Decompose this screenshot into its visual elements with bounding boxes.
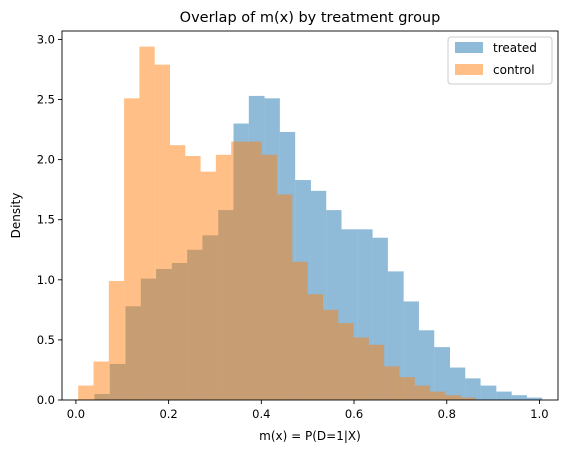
y-axis-label: Density [9,193,23,239]
y-tick-label: 1.5 [37,213,55,227]
bar-control-21 [399,377,415,400]
bar-control-25 [460,397,476,400]
bar-control-22 [414,385,431,400]
x-tick-label: 0.6 [345,407,363,421]
x-tick-label: 0.4 [252,407,270,421]
y-tick-label: 2.5 [37,93,55,107]
bar-control-8 [200,171,216,400]
bar-control-23 [430,391,446,400]
bar-control-3 [124,98,140,400]
bar-control-5 [154,64,171,401]
y-tick-label: 1.0 [37,273,55,287]
x-tick-label: 0.8 [438,407,456,421]
legend-label-treated: treated [493,41,537,55]
bar-control-20 [384,366,400,400]
legend: treated control [447,36,553,85]
bar-control-0 [78,385,94,400]
x-tick-label: 0.2 [159,407,177,421]
bar-control-24 [445,395,461,400]
bar-control-15 [307,294,323,400]
bar-control-13 [277,194,293,400]
bar-control-2 [108,281,125,400]
bar-treated-25 [480,385,497,400]
y-tick-label: 0.5 [37,333,55,347]
y-tick-label: 3.0 [37,32,55,46]
x-axis-label: m(x) = P(D=1|X) [259,429,361,443]
bar-control-11 [246,141,262,400]
bar-treated-21 [418,330,435,400]
legend-label-control: control [493,63,535,77]
bar-control-9 [215,154,232,400]
legend-swatch-control [455,64,483,75]
plot-frame [61,30,559,401]
bar-treated-28 [526,397,543,400]
bar-treated-26 [496,391,512,400]
bar-control-4 [139,46,155,400]
bar-control-10 [231,141,247,400]
bar-treated-22 [434,347,450,400]
bar-control-14 [292,261,308,400]
y-tick-label: 2.0 [37,153,55,167]
x-tick-label: 0.0 [67,407,85,421]
bar-control-12 [261,154,278,400]
bar-control-18 [353,337,369,400]
legend-swatch-treated [455,42,483,53]
bar-control-17 [338,323,354,400]
bar-treated-27 [511,395,527,400]
bar-control-16 [322,309,339,400]
x-axis-ticks: 0.0 0.2 0.4 0.6 0.8 1.0 [67,400,549,421]
x-tick-label: 1.0 [530,407,548,421]
bar-control-6 [170,145,186,400]
chart-title: Overlap of m(x) by treatment group [180,10,441,26]
bar-control-1 [93,361,109,400]
y-axis-ticks: 0.0 0.5 1.0 1.5 2.0 2.5 3.0 [37,32,62,407]
bars-layer [78,46,543,401]
bar-treated-20 [403,301,419,400]
bar-treated-23 [449,367,466,400]
bar-treated-24 [465,378,481,400]
bar-control-19 [368,344,385,400]
y-tick-label: 0.0 [37,393,55,407]
bar-control-7 [185,156,201,400]
